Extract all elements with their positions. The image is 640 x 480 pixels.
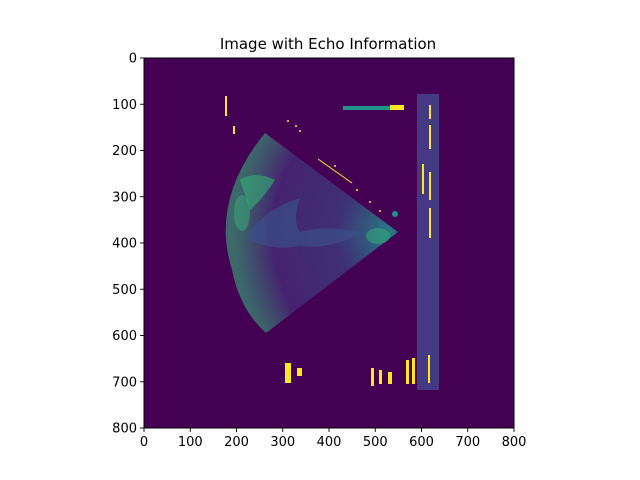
y-tick-label: 300 [112,190,137,205]
y-tick-label: 0 [129,52,137,67]
x-tick-label: 400 [317,435,342,450]
y-axis: 0 100 200 300 400 500 600 700 800 [112,52,144,437]
y-tick-label: 200 [112,144,137,159]
x-tick-label: 0 [140,435,148,450]
septum-bright [240,175,275,210]
x-tick-label: 800 [502,435,527,450]
x-tick-label: 700 [455,435,480,450]
info-panel [417,94,439,390]
color-scale-bar [343,106,403,110]
annotation-marks [225,96,415,386]
y-tick-label: 800 [112,422,137,437]
panel-text-marks [422,105,431,383]
figure-title: Image with Echo Information [220,35,436,53]
y-tick-label: 100 [112,98,137,113]
apex-bright [366,228,390,244]
x-tick-label: 500 [363,435,388,450]
x-axis: 0 100 200 300 400 500 600 700 800 [140,428,527,450]
x-tick-label: 600 [409,435,434,450]
ventricle-shape [246,198,365,248]
x-tick-label: 200 [224,435,249,450]
y-tick-label: 400 [112,237,137,252]
x-tick-label: 100 [178,435,203,450]
x-tick-label: 300 [270,435,295,450]
color-scale-highlight [390,105,404,110]
wall-bright [234,195,250,231]
image-area [143,57,515,429]
y-tick-label: 500 [112,283,137,298]
y-tick-label: 700 [112,375,137,390]
y-tick-label: 600 [112,329,137,344]
